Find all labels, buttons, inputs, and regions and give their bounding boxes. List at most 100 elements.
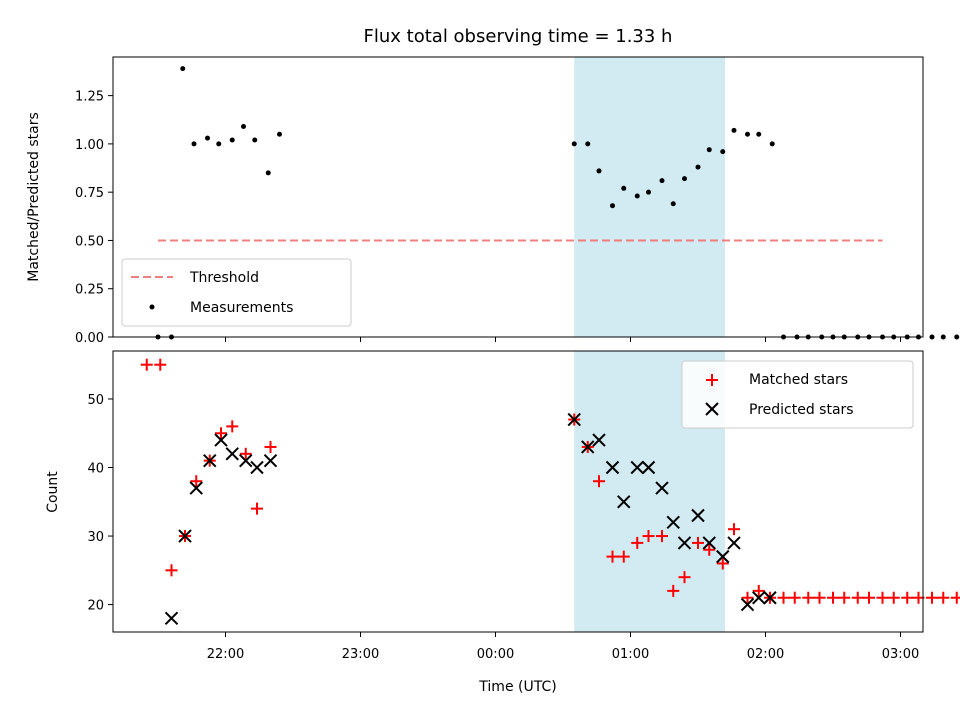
- measurement-point: [571, 141, 577, 147]
- matched-star-point: [140, 358, 153, 371]
- matched-star-point: [154, 358, 167, 371]
- matched-star-point: [215, 427, 227, 440]
- y-tick-label: 0.00: [75, 331, 104, 346]
- matched-star-point: [642, 530, 655, 543]
- predicted-star-point: [727, 536, 741, 550]
- legend-predicted-swatch: [705, 402, 719, 416]
- y-tick-label: 1.00: [75, 138, 104, 153]
- bottom-axes-frame: [112, 350, 924, 633]
- top-y-ticks: 0.00 0.25 0.50 0.75 1.00 1.25: [75, 90, 113, 346]
- measurements-series: [155, 66, 960, 340]
- predicted-star-point: [630, 460, 644, 475]
- matched-star-point: [190, 475, 203, 488]
- matched-star-point: [926, 591, 938, 604]
- measurement-point: [769, 141, 775, 147]
- x-tick-label: 22:00: [207, 647, 244, 662]
- measurement-point: [265, 170, 271, 176]
- y-tick-label: 0.25: [75, 283, 104, 298]
- bottom-series: [140, 358, 960, 625]
- predicted-star-point: [239, 453, 253, 468]
- top-axes-frame: [112, 56, 924, 338]
- predicted-star-point: [164, 611, 179, 625]
- matched-star-point: [851, 591, 864, 604]
- matched-star-point: [617, 550, 630, 563]
- measurement-point: [216, 141, 222, 147]
- predicted-star-point: [592, 433, 606, 447]
- top-y-axis-label: Matched/Predicted stars: [26, 112, 42, 282]
- x-tick-label: 03:00: [882, 647, 919, 662]
- measurement-point: [682, 176, 687, 182]
- matched-star-point: [813, 591, 826, 604]
- matched-star-point: [678, 571, 691, 584]
- predicted-star-point: [225, 447, 239, 461]
- y-tick-label: 50: [87, 393, 104, 408]
- matched-star-point: [901, 591, 914, 604]
- measurement-point: [659, 178, 665, 184]
- legend-matched-label: Matched stars: [749, 372, 848, 388]
- matched-star-point: [165, 564, 178, 577]
- y-tick-label: 0.50: [75, 234, 104, 249]
- measurement-point: [706, 147, 712, 153]
- measurement-point: [205, 135, 210, 141]
- legend-measurements-swatch: [149, 304, 155, 310]
- top-panel: 0.00 0.25 0.50 0.75 1.00 1.25 Matched/Predict…: [26, 56, 960, 346]
- measurement-point: [191, 141, 197, 147]
- predicted-star-point: [716, 549, 730, 564]
- predicted-star-point: [752, 591, 766, 605]
- predicted-star-point: [702, 536, 716, 550]
- measurement-point: [940, 334, 946, 340]
- matched-star-point: [631, 536, 644, 549]
- predicted-star-point: [250, 460, 264, 475]
- y-tick-label: 40: [87, 462, 104, 477]
- matched-star-point: [827, 591, 839, 604]
- predicted-star-point: [263, 453, 278, 468]
- y-tick-label: 30: [87, 530, 104, 545]
- legend-matched-swatch: [706, 374, 718, 386]
- predicted-star-point: [655, 481, 669, 495]
- predicted-star-point: [763, 591, 777, 605]
- measurement-point: [929, 334, 935, 340]
- predicted-star-point: [740, 597, 755, 612]
- measurement-point: [621, 185, 627, 191]
- highlight-band-rect: [574, 57, 725, 337]
- x-tick-label: 23:00: [342, 647, 379, 662]
- legend-predicted-label: Predicted stars: [749, 402, 854, 418]
- measurement-point: [180, 66, 186, 72]
- predicted-star-point: [178, 529, 192, 543]
- top-highlight-band: [574, 57, 725, 337]
- bottom-legend: Matched stars Predicted stars: [681, 360, 914, 429]
- chart-title: Flux total observing time = 1.33 h: [364, 26, 673, 47]
- legend-measurements-label: Measurements: [190, 300, 293, 316]
- predicted-star-point: [617, 495, 631, 509]
- measurement-point: [954, 334, 960, 340]
- bottom-y-ticks: 20 30 40 50: [87, 393, 113, 614]
- measurement-point: [745, 131, 750, 137]
- predicted-star-point: [567, 412, 581, 427]
- measurement-point: [670, 201, 676, 207]
- matched-star-point: [950, 591, 960, 604]
- y-tick-label: 20: [87, 599, 104, 614]
- top-legend-box: [121, 258, 352, 327]
- measurement-point: [646, 189, 651, 195]
- x-tick-label: 02:00: [747, 647, 784, 662]
- predicted-star-point: [581, 440, 595, 454]
- y-tick-label: 0.75: [75, 186, 104, 201]
- predicted-star-point: [605, 460, 620, 475]
- measurement-point: [252, 137, 258, 143]
- measurement-point: [610, 203, 615, 209]
- matched-star-point: [802, 591, 815, 604]
- measurement-point: [277, 131, 282, 137]
- measurement-point: [756, 131, 762, 137]
- matched-star-point: [264, 440, 277, 453]
- x-axis-label: Time (UTC): [478, 679, 556, 695]
- top-x-ticks: [225, 337, 901, 342]
- matched-star-point: [239, 447, 252, 460]
- bottom-x-ticks: 22:00 23:00 00:00 01:00 02:00 03:00: [207, 632, 919, 662]
- matched-star-point: [251, 502, 263, 515]
- matched-star-point: [703, 543, 716, 556]
- matched-star-point: [226, 420, 239, 433]
- matched-star-point: [863, 591, 875, 604]
- measurement-point: [720, 149, 726, 155]
